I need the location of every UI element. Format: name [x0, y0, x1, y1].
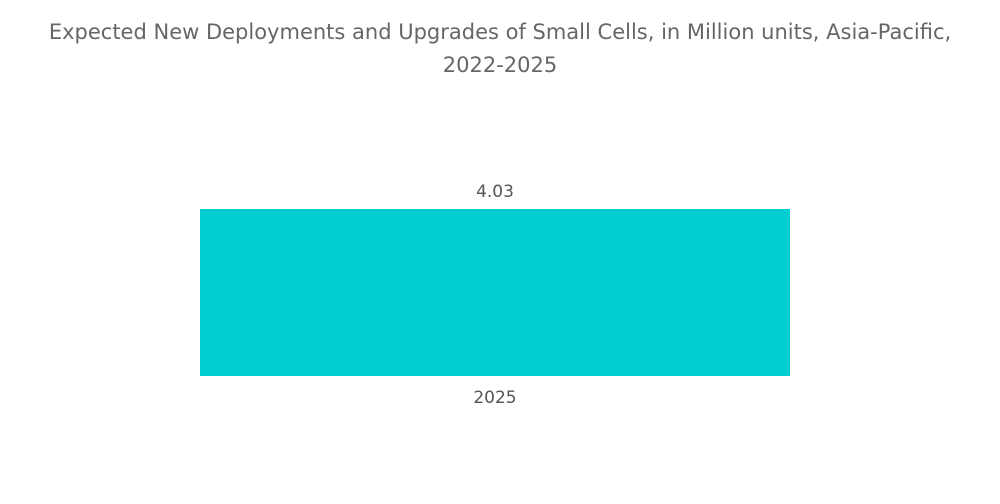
- x-tick-label-2025: 2025: [473, 388, 516, 408]
- bar-2025: [200, 209, 790, 376]
- chart-title: Expected New Deployments and Upgrades of…: [0, 16, 1000, 82]
- chart-title-line-2: 2022-2025: [442, 53, 558, 77]
- data-label-2025: 4.03: [476, 182, 514, 202]
- chart-title-line-1: Expected New Deployments and Upgrades of…: [48, 20, 952, 44]
